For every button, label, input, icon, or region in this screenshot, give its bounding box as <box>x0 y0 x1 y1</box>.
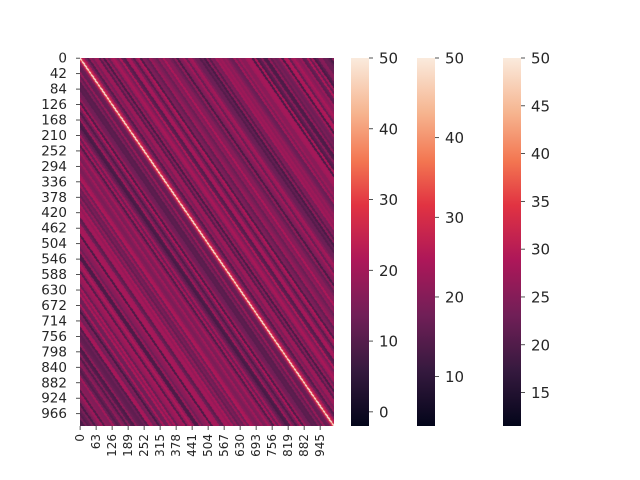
y-tick-label: 168 <box>41 113 67 129</box>
colorbar-tick-label: 20 <box>531 336 550 354</box>
x-tick-label: 567 <box>217 434 231 457</box>
x-tick-label: 693 <box>249 434 263 457</box>
colorbar-tick-label: 30 <box>379 191 398 209</box>
y-tick-label: 714 <box>41 313 67 329</box>
x-tick-label: 882 <box>297 434 311 457</box>
colorbar-1: 0 10 20 30 40 50 <box>351 50 398 426</box>
y-tick-label: 882 <box>41 375 67 391</box>
y-tick-label: 588 <box>41 267 67 283</box>
x-tick-label: 441 <box>185 434 199 457</box>
colorbar-tick-label: 50 <box>445 50 464 68</box>
heatmap-cells <box>80 58 334 426</box>
colorbar-tick-label: 30 <box>445 209 464 227</box>
colorbar-2: 10 20 30 40 50 <box>417 50 464 426</box>
colorbar-tick-label: 10 <box>379 333 398 351</box>
y-tick-label: 336 <box>41 174 67 190</box>
y-tick-label: 840 <box>41 360 67 376</box>
y-tick-label: 756 <box>41 329 67 345</box>
heatmap-matrix <box>80 58 334 426</box>
colorbar-tick-label: 40 <box>445 129 464 147</box>
colorbar-tick-label: 25 <box>531 288 550 306</box>
x-tick-label: 126 <box>105 434 119 457</box>
colorbar-gradient <box>351 58 369 426</box>
y-tick-label: 546 <box>41 252 67 268</box>
colorbar-3: 15 20 25 30 35 40 45 50 <box>503 50 550 426</box>
y-tick-label: 378 <box>41 190 67 206</box>
colorbar-tick-label: 10 <box>445 368 464 386</box>
y-tick-label: 210 <box>41 128 67 144</box>
x-axis-ticks: 0 63 126 189 252 315 378 441 504 567 630 693 756 819 8… <box>73 426 327 457</box>
x-tick-label: 189 <box>121 434 135 457</box>
colorbar-tick-label: 50 <box>379 50 398 68</box>
colorbar-tick-label: 35 <box>531 193 550 211</box>
x-tick-label: 756 <box>265 434 279 457</box>
colorbar-gradient <box>503 58 521 426</box>
colorbar-tick-label: 45 <box>531 97 550 115</box>
x-tick-label: 819 <box>281 434 295 457</box>
y-tick-label: 924 <box>41 391 67 407</box>
x-tick-label: 504 <box>201 434 215 457</box>
y-tick-label: 798 <box>41 344 67 360</box>
colorbar-tick-label: 40 <box>531 145 550 163</box>
x-tick-label: 63 <box>89 434 103 449</box>
x-tick-label: 0 <box>73 434 87 442</box>
y-tick-label: 630 <box>41 283 67 299</box>
y-tick-label: 84 <box>50 82 67 98</box>
y-tick-label: 672 <box>41 298 67 314</box>
colorbar-tick-label: 0 <box>379 403 389 421</box>
y-tick-label: 42 <box>50 66 67 82</box>
colorbar-tick-label: 50 <box>531 50 550 68</box>
x-tick-label: 378 <box>169 434 183 457</box>
y-tick-label: 462 <box>41 221 67 237</box>
y-tick-label: 294 <box>41 159 67 175</box>
y-tick-label: 126 <box>41 97 67 113</box>
colorbar-tick-label: 20 <box>445 288 464 306</box>
colorbar-gradient <box>417 58 435 426</box>
y-tick-label: 420 <box>41 205 67 221</box>
x-tick-label: 945 <box>313 434 327 457</box>
y-tick-label: 504 <box>41 236 67 252</box>
y-tick-label: 252 <box>41 143 67 159</box>
y-tick-label: 966 <box>41 406 67 422</box>
x-tick-label: 252 <box>137 434 151 457</box>
colorbar-tick-label: 20 <box>379 262 398 280</box>
colorbar-tick-label: 30 <box>531 241 550 259</box>
x-tick-label: 315 <box>153 434 167 457</box>
colorbar-tick-label: 40 <box>379 120 398 138</box>
y-axis-ticks: 0428412616821025229433637842046250454658… <box>41 51 80 422</box>
colorbar-tick-label: 15 <box>531 384 550 402</box>
x-tick-label: 630 <box>233 434 247 457</box>
y-tick-label: 0 <box>58 51 67 67</box>
